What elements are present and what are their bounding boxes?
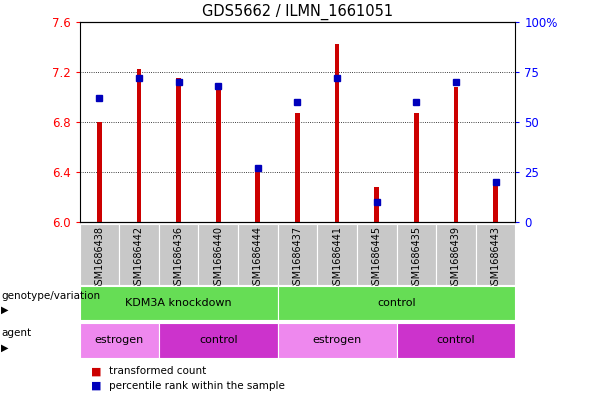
- Bar: [256, 172, 260, 222]
- Bar: [295, 113, 300, 222]
- Bar: [335, 44, 339, 222]
- Text: GSM1686442: GSM1686442: [134, 226, 144, 291]
- Text: GSM1686443: GSM1686443: [491, 226, 501, 291]
- Bar: [414, 113, 419, 222]
- Text: GSM1686436: GSM1686436: [174, 226, 184, 291]
- Text: ▶: ▶: [1, 305, 9, 315]
- Text: ■: ■: [91, 366, 102, 376]
- Bar: [357, 224, 396, 285]
- Text: GSM1686439: GSM1686439: [451, 226, 461, 291]
- Text: GSM1686444: GSM1686444: [253, 226, 263, 291]
- Bar: [493, 181, 498, 222]
- Text: control: control: [436, 335, 475, 345]
- Bar: [277, 323, 396, 358]
- Bar: [454, 87, 458, 222]
- Title: GDS5662 / ILMN_1661051: GDS5662 / ILMN_1661051: [202, 4, 393, 20]
- Bar: [277, 286, 515, 320]
- Text: agent: agent: [1, 328, 31, 338]
- Text: GSM1686445: GSM1686445: [372, 226, 382, 291]
- Bar: [277, 224, 317, 285]
- Text: control: control: [377, 298, 416, 308]
- Text: GSM1686440: GSM1686440: [213, 226, 223, 291]
- Bar: [137, 69, 141, 222]
- Text: KDM3A knockdown: KDM3A knockdown: [125, 298, 232, 308]
- Text: GSM1686438: GSM1686438: [94, 226, 104, 291]
- Bar: [159, 323, 277, 358]
- Text: estrogen: estrogen: [94, 335, 144, 345]
- Bar: [396, 323, 515, 358]
- Bar: [80, 286, 277, 320]
- Text: ▶: ▶: [1, 342, 9, 353]
- Bar: [159, 224, 198, 285]
- Text: estrogen: estrogen: [312, 335, 362, 345]
- Text: GSM1686441: GSM1686441: [332, 226, 342, 291]
- Bar: [375, 187, 379, 222]
- Bar: [80, 224, 119, 285]
- Text: GSM1686437: GSM1686437: [293, 226, 302, 291]
- Bar: [396, 224, 436, 285]
- Bar: [317, 224, 357, 285]
- Text: GSM1686435: GSM1686435: [411, 226, 421, 291]
- Text: ■: ■: [91, 381, 102, 391]
- Text: percentile rank within the sample: percentile rank within the sample: [109, 381, 285, 391]
- Bar: [80, 323, 159, 358]
- Text: control: control: [199, 335, 237, 345]
- Bar: [476, 224, 515, 285]
- Bar: [238, 224, 277, 285]
- Bar: [216, 84, 220, 222]
- Bar: [198, 224, 238, 285]
- Bar: [97, 122, 102, 222]
- Bar: [176, 78, 181, 222]
- Text: transformed count: transformed count: [109, 366, 206, 376]
- Bar: [119, 224, 159, 285]
- Text: genotype/variation: genotype/variation: [1, 291, 100, 301]
- Bar: [436, 224, 476, 285]
